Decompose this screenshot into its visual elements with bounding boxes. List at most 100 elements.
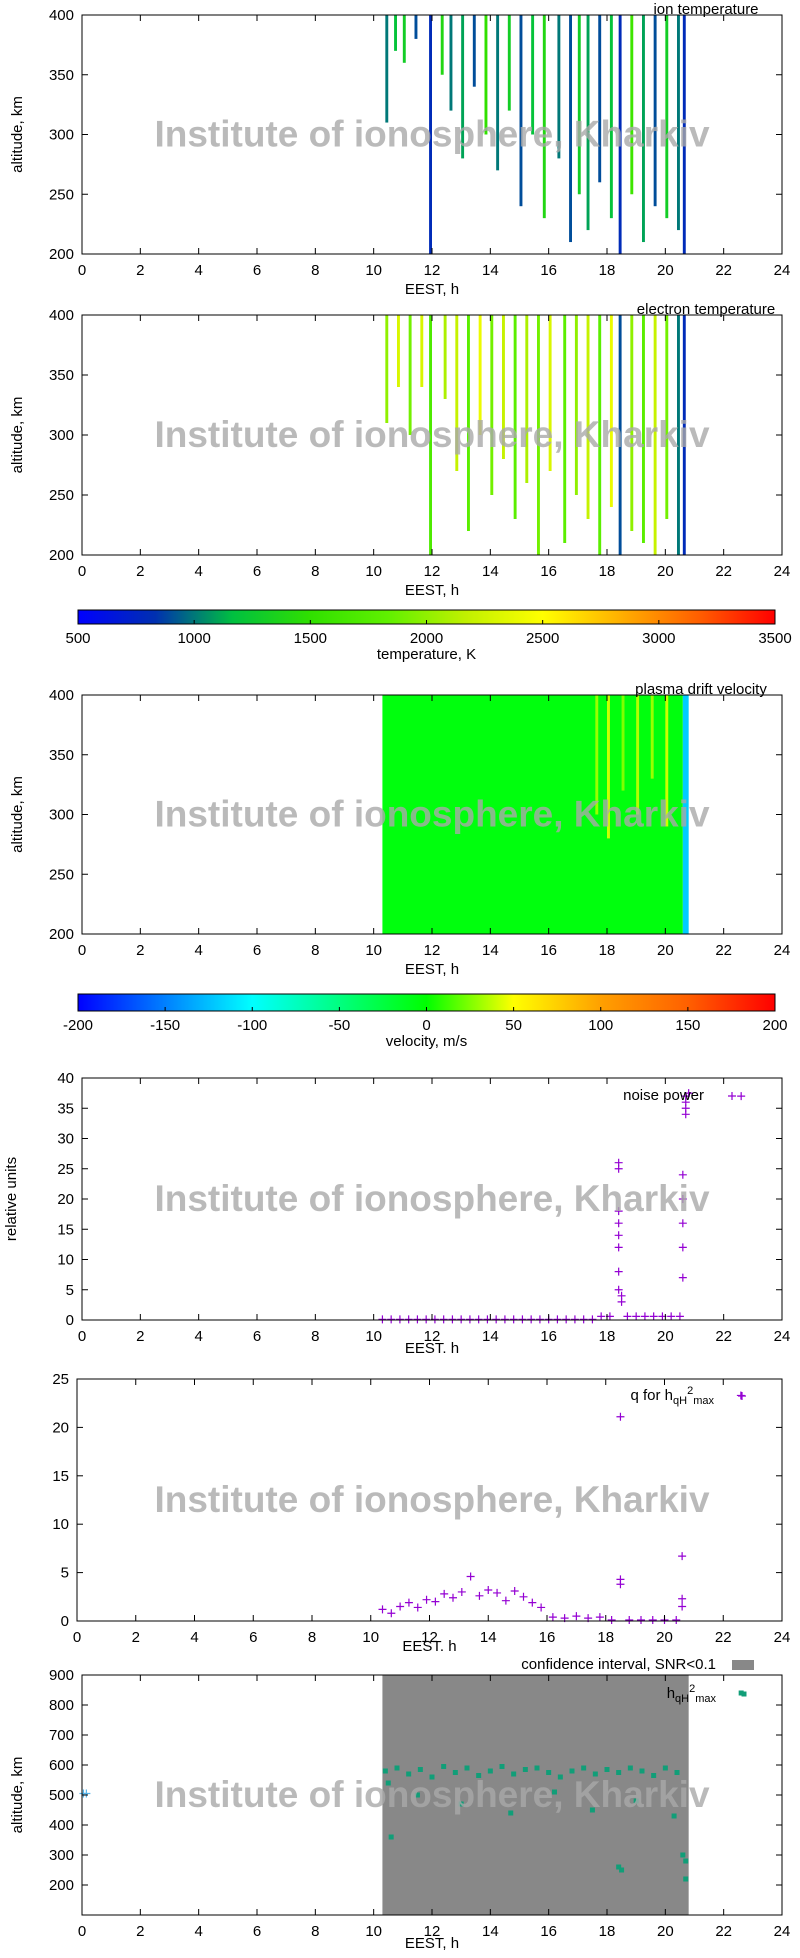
- y-tick-label: 200: [49, 547, 74, 564]
- heatmap-cell: [618, 315, 622, 555]
- heatmap-cell: [677, 15, 680, 231]
- point: [616, 1864, 622, 1870]
- heatmap-cell: [630, 15, 634, 195]
- x-tick-label: 2: [136, 563, 144, 580]
- point: [457, 1315, 466, 1324]
- y-tick-label: 25: [52, 1371, 69, 1388]
- watermark: Institute of ionosphere, Kharkiv: [154, 114, 709, 155]
- x-tick-label: 4: [194, 262, 202, 279]
- point: [552, 1789, 557, 1795]
- x-tick-label: 10: [365, 563, 382, 580]
- y-tick-label: 400: [49, 687, 74, 704]
- point: [378, 1315, 387, 1324]
- heatmap-cell: [557, 15, 561, 159]
- point: [487, 1768, 493, 1774]
- point: [534, 1765, 540, 1771]
- point: [616, 1412, 625, 1421]
- point: [607, 1616, 616, 1625]
- heatmap-cell: [440, 15, 444, 75]
- x-tick-label: 0: [73, 1629, 81, 1646]
- heatmap-cell: [682, 15, 686, 254]
- point: [627, 1765, 633, 1771]
- heatmap-cell: [443, 315, 447, 399]
- point: [500, 1315, 509, 1324]
- legend-text-part: 2: [689, 1683, 695, 1695]
- point: [452, 1770, 458, 1775]
- heatmap-cell: [537, 315, 540, 555]
- x-tick-label: 10: [362, 1629, 379, 1646]
- point: [404, 1598, 413, 1607]
- heatmap-cell: [408, 315, 412, 435]
- y-tick-label: 15: [52, 1468, 69, 1485]
- legend-text: hqH2max: [667, 1683, 717, 1705]
- chart-title: electron temperature: [637, 301, 775, 318]
- x-tick-label: 16: [539, 1629, 556, 1646]
- y-tick-label: 250: [49, 866, 74, 883]
- x-tick-label: 2: [136, 1328, 144, 1345]
- point: [431, 1597, 440, 1606]
- point: [553, 1315, 562, 1324]
- y-tick-label: 400: [49, 7, 74, 24]
- x-tick-label: 14: [482, 262, 499, 279]
- legend-marker: [741, 1691, 747, 1697]
- x-tick-label: 8: [311, 262, 319, 279]
- legend-marker: [728, 1092, 736, 1100]
- y-tick-label: 200: [49, 926, 74, 943]
- y-axis-label: altitude, km: [9, 96, 26, 173]
- y-tick-label: 20: [57, 1191, 74, 1208]
- point: [588, 1315, 597, 1324]
- heatmap-cell: [630, 315, 634, 531]
- x-axis-label: EEST. h: [405, 1340, 459, 1357]
- y-tick-label: 200: [49, 1877, 74, 1894]
- point: [546, 1770, 552, 1775]
- watermark: Institute of ionosphere, Kharkiv: [154, 1479, 709, 1520]
- heatmap-cell: [513, 315, 517, 519]
- y-tick-label: 20: [52, 1419, 69, 1436]
- point: [569, 1768, 575, 1774]
- point: [466, 1572, 475, 1581]
- x-tick-label: 12: [424, 942, 441, 959]
- heatmap-cell: [563, 315, 567, 543]
- chart-title: ion temperature: [653, 1, 758, 18]
- point: [499, 1764, 505, 1769]
- y-tick-label: 300: [49, 1847, 74, 1864]
- colorbar-label: velocity, m/s: [386, 1033, 467, 1050]
- colorbar-tick-label: 200: [762, 1017, 787, 1034]
- heatmap-cell: [531, 15, 535, 135]
- x-tick-label: 6: [249, 1629, 257, 1646]
- x-axis-label: EEST, h: [405, 1935, 459, 1952]
- heatmap-cell: [455, 315, 459, 471]
- colorbar-tick-label: -50: [329, 1017, 351, 1034]
- point: [414, 1792, 420, 1798]
- heatmap-cell: [653, 15, 657, 207]
- legend-text-part: 2: [687, 1385, 693, 1397]
- y-tick-label: 300: [49, 127, 74, 144]
- heatmap-cell: [542, 15, 546, 219]
- heatmap-cell: [449, 15, 453, 111]
- colorbar-tick-label: 3500: [758, 630, 791, 647]
- heatmap-cell: [525, 315, 529, 483]
- x-tick-label: 14: [482, 563, 499, 580]
- point: [671, 1813, 677, 1819]
- point: [448, 1315, 457, 1324]
- point: [395, 1315, 404, 1324]
- colorbar-tick-label: 50: [505, 1017, 522, 1034]
- heatmap-cell: [467, 315, 470, 531]
- colorbar-tick-label: -150: [150, 1017, 180, 1034]
- point: [508, 1810, 514, 1816]
- x-tick-label: 22: [715, 262, 732, 279]
- heatmap-cell: [502, 315, 505, 459]
- y-axis-label: altitude, km: [9, 1757, 26, 1834]
- x-tick-label: 14: [482, 942, 499, 959]
- heatmap-cell: [642, 315, 645, 543]
- x-tick-label: 16: [540, 563, 557, 580]
- heatmap-cell: [461, 15, 465, 159]
- point: [387, 1315, 396, 1324]
- point: [417, 1767, 423, 1772]
- y-tick-label: 800: [49, 1697, 74, 1714]
- y-tick-label: 25: [57, 1161, 74, 1178]
- x-tick-label: 18: [599, 1328, 616, 1345]
- heatmap-cell: [595, 695, 599, 815]
- x-tick-label: 0: [78, 262, 86, 279]
- point: [738, 1690, 744, 1696]
